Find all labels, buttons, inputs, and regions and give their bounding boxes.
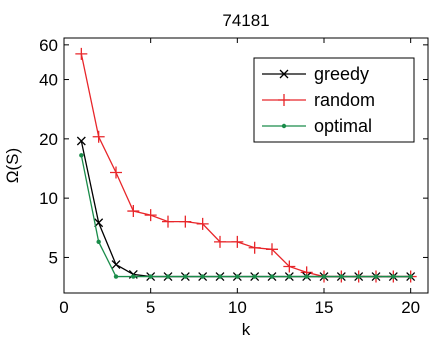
data-point-optimal <box>252 274 257 279</box>
y-axis-label: Ω(S) <box>3 148 22 183</box>
data-point-random <box>92 130 105 143</box>
data-point-optimal <box>356 274 361 279</box>
x-tick-label: 5 <box>146 298 155 317</box>
data-point-greedy <box>76 136 86 146</box>
legend-marker-random <box>278 94 290 106</box>
x-tick-label: 15 <box>315 298 334 317</box>
data-point-optimal <box>391 274 396 279</box>
y-tick-label: 60 <box>39 36 58 55</box>
data-point-optimal <box>113 274 119 279</box>
data-point-optimal <box>148 274 153 279</box>
legend: greedy random optimal <box>253 57 415 143</box>
series-greedy <box>76 136 416 282</box>
x-tick-label: 20 <box>401 298 420 317</box>
legend-label-random: random <box>314 90 375 110</box>
x-axis-label: k <box>242 320 251 339</box>
data-point-random <box>231 235 244 248</box>
data-point-optimal <box>79 153 84 158</box>
data-point-random <box>110 166 122 179</box>
x-tick-label: 0 <box>59 298 68 317</box>
data-point-optimal <box>287 274 292 279</box>
legend-label-greedy: greedy <box>314 64 369 84</box>
data-point-random <box>266 243 278 256</box>
data-point-random <box>214 235 226 248</box>
y-tick-label: 10 <box>39 189 58 208</box>
series-line-greedy <box>80 140 411 278</box>
data-point-optimal <box>408 274 413 279</box>
data-point-optimal <box>373 274 379 279</box>
data-point-optimal <box>217 274 223 279</box>
data-point-optimal <box>235 274 240 279</box>
legend-marker-optimal <box>281 123 287 129</box>
chart-title: 74181 <box>222 11 269 30</box>
data-point-optimal <box>321 274 327 279</box>
series-line-optimal <box>80 155 411 278</box>
data-point-random <box>75 47 88 60</box>
data-point-optimal <box>339 274 344 279</box>
y-tick-label: 5 <box>49 248 58 267</box>
legend-label-optimal: optimal <box>314 116 372 136</box>
y-tick-label: 20 <box>39 130 58 149</box>
legend-marker-greedy <box>279 69 289 79</box>
series-optimal <box>79 153 413 279</box>
data-point-optimal <box>183 274 188 279</box>
data-point-random <box>127 205 140 218</box>
data-point-random <box>144 209 157 222</box>
data-point-greedy <box>111 260 121 270</box>
plot-frame <box>63 37 429 294</box>
data-point-random <box>179 215 192 228</box>
data-point-random <box>248 241 261 254</box>
data-point-optimal <box>269 274 275 279</box>
plot-area: 0 5 10 15 20 5 10 20 40 60 greedy random optimal <box>39 36 429 317</box>
data-point-optimal <box>131 274 136 279</box>
data-point-optimal <box>304 274 309 279</box>
data-point-optimal <box>200 274 205 279</box>
data-point-optimal <box>165 274 171 279</box>
x-tick-label: 10 <box>228 298 247 317</box>
data-point-optimal <box>96 239 101 245</box>
data-point-random <box>162 215 174 228</box>
data-point-random <box>283 260 296 273</box>
data-point-random <box>196 217 209 230</box>
y-tick-label: 40 <box>39 71 58 90</box>
